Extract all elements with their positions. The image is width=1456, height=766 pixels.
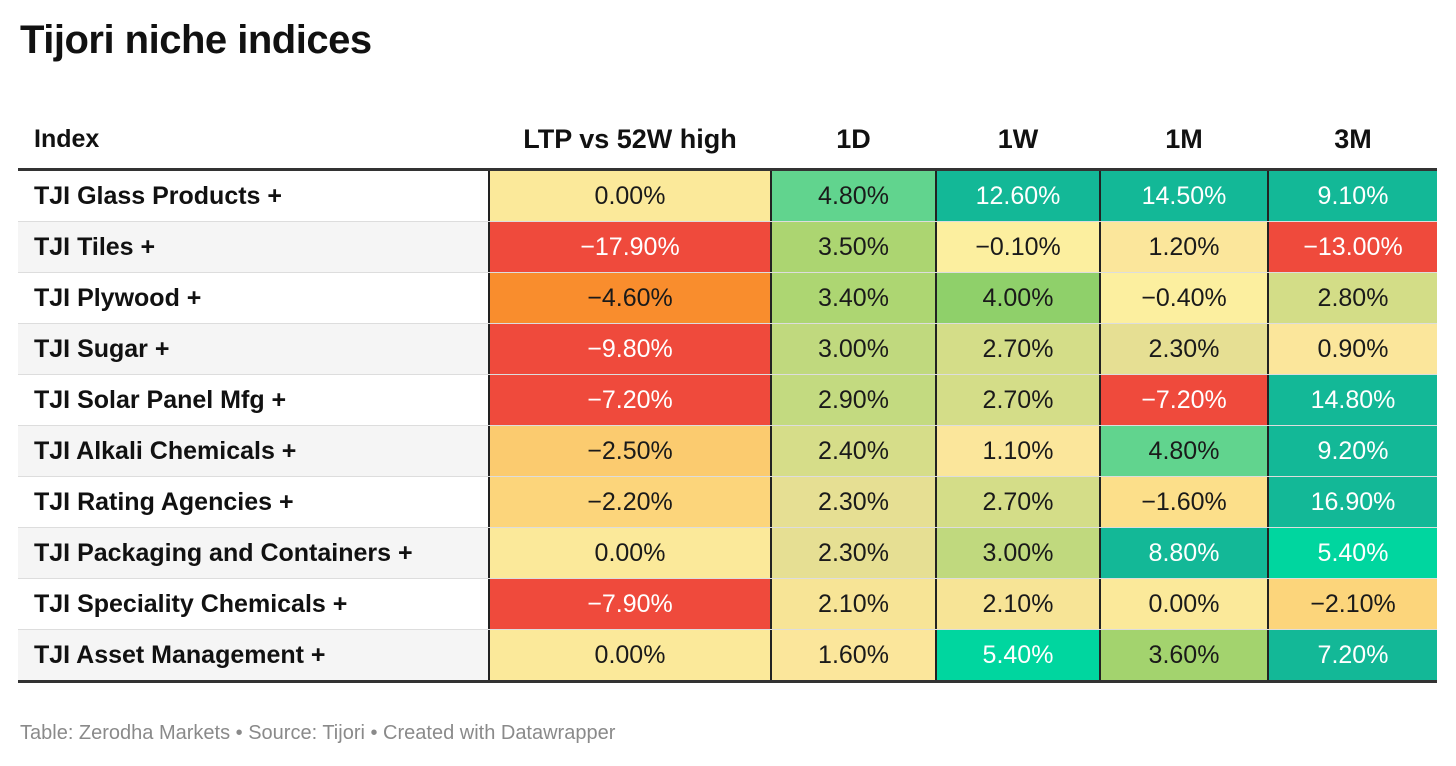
value-cell-1m: 0.00% — [1101, 579, 1267, 629]
value-cell-1d: 3.00% — [772, 324, 935, 374]
value-cell-ltp-vs-52w-high: −7.20% — [488, 375, 772, 425]
value-cell-ltp-vs-52w-high: 0.00% — [488, 171, 772, 221]
value-cell-1d: 1.60% — [772, 630, 935, 680]
indices-table: Index LTP vs 52W high 1D 1W 1M 3M TJI Gl… — [18, 110, 1437, 683]
value-cell-1d: 2.30% — [772, 528, 935, 578]
value-cell-1d: 4.80% — [772, 171, 935, 221]
source-footer: Table: Zerodha Markets • Source: Tijori … — [20, 722, 616, 744]
value-cell-1w: 2.70% — [935, 375, 1101, 425]
value-cell-1m: −7.20% — [1101, 375, 1267, 425]
value-cell-ltp-vs-52w-high: −2.50% — [488, 426, 772, 476]
value-cell-3m: 9.20% — [1267, 426, 1437, 476]
index-name-cell: TJI Sugar + — [18, 324, 488, 374]
table-row: TJI Solar Panel Mfg + −7.20% 2.90% 2.70% −7.… — [18, 375, 1437, 426]
table-body: TJI Glass Products +0.00% 4.80% 12.60% 14.5… — [18, 171, 1437, 683]
value-cell-ltp-vs-52w-high: −4.60% — [488, 273, 772, 323]
value-cell-3m: −13.00% — [1267, 222, 1437, 272]
value-cell-1w: 1.10% — [935, 426, 1101, 476]
value-cell-1d: 2.90% — [772, 375, 935, 425]
index-name-cell: TJI Tiles + — [18, 222, 488, 272]
value-cell-1m: 4.80% — [1101, 426, 1267, 476]
value-cell-1w: 3.00% — [935, 528, 1101, 578]
value-cell-3m: 16.90% — [1267, 477, 1437, 527]
value-cell-ltp-vs-52w-high: −9.80% — [488, 324, 772, 374]
index-name-cell: TJI Asset Management + — [18, 630, 488, 680]
table-row: TJI Glass Products + 0.00% 4.80% 12.60% 14.5… — [18, 171, 1437, 222]
table-row: TJI Sugar + −9.80% 3.00% 2.70% 2.30% 0.90% — [18, 324, 1437, 375]
value-cell-3m: 14.80% — [1267, 375, 1437, 425]
value-cell-1w: 4.00% — [935, 273, 1101, 323]
index-name-cell: TJI Plywood + — [34, 283, 202, 312]
table-row: TJI Packaging and Containers +0.00% 2.30%… — [18, 528, 1437, 579]
value-cell-1w: −0.10% — [935, 222, 1101, 272]
value-cell-ltp-vs-52w-high: 0.00% — [488, 528, 772, 578]
value-cell-1m: 8.80% — [1101, 528, 1267, 578]
table-header: Index LTP vs 52W high 1D 1W 1M 3M — [18, 110, 1437, 171]
value-cell-1d: 2.10% — [772, 579, 935, 629]
value-cell-1w: 5.40% — [935, 630, 1101, 680]
value-cell-3m: 7.20% — [1267, 630, 1437, 680]
value-cell-3m: 2.80% — [1267, 273, 1437, 323]
table-row: TJI Rating Agencies + −2.20% 2.30% 2.70% −1.… — [18, 477, 1437, 528]
value-cell-3m: 9.10% — [1267, 171, 1437, 221]
index-name-cell: TJI Solar Panel Mfg + — [34, 385, 287, 414]
table-row: TJI Plywood + −4.60% 3.40% 4.00% −0.40% 2.80% — [18, 273, 1437, 324]
header-3m: 3M — [1334, 123, 1372, 154]
value-cell-ltp-vs-52w-high: −17.90% — [488, 222, 772, 272]
value-cell-1w: 2.70% — [935, 324, 1101, 374]
value-cell-1m: −0.40% — [1101, 273, 1267, 323]
value-cell-1w: 2.10% — [935, 579, 1101, 629]
value-cell-ltp-vs-52w-high: −7.90% — [488, 579, 772, 629]
index-name-cell: TJI Glass Products + — [34, 181, 283, 210]
table-row: TJI Speciality Chemicals + −7.90% 2.10% 2.1… — [18, 579, 1437, 630]
index-name-cell: TJI Speciality Chemicals + — [34, 589, 348, 618]
value-cell-1d: 2.40% — [772, 426, 935, 476]
index-name-cell: TJI Alkali Chemicals + — [18, 426, 488, 476]
header-index: Index — [34, 124, 100, 153]
value-cell-1m: 14.50% — [1101, 171, 1267, 221]
value-cell-1d: 2.30% — [772, 477, 935, 527]
value-cell-1m: 1.20% — [1101, 222, 1267, 272]
value-cell-3m: 0.90% — [1267, 324, 1437, 374]
value-cell-ltp-vs-52w-high: 0.00% — [488, 630, 772, 680]
value-cell-1w: 12.60% — [935, 171, 1101, 221]
index-name-cell: TJI Rating Agencies + — [34, 487, 294, 516]
value-cell-1m: −1.60% — [1101, 477, 1267, 527]
table-row: TJI Asset Management +0.00% 1.60% 5.40% 3.6… — [18, 630, 1437, 683]
value-cell-1w: 2.70% — [935, 477, 1101, 527]
value-cell-1d: 3.40% — [772, 273, 935, 323]
table-row: TJI Alkali Chemicals + −2.50% 2.40% 1.10% 4.… — [18, 426, 1437, 477]
header-1m: 1M — [1165, 123, 1203, 154]
header-ltp-vs-52w-high: LTP vs 52W high — [523, 123, 737, 154]
value-cell-1d: 3.50% — [772, 222, 935, 272]
value-cell-1m: 2.30% — [1101, 324, 1267, 374]
value-cell-3m: −2.10% — [1267, 579, 1437, 629]
chart-title: Tijori niche indices — [20, 18, 372, 62]
value-cell-ltp-vs-52w-high: −2.20% — [488, 477, 772, 527]
header-1d: 1D — [836, 123, 871, 154]
value-cell-3m: 5.40% — [1267, 528, 1437, 578]
value-cell-1m: 3.60% — [1101, 630, 1267, 680]
table-row: TJI Tiles + −17.90% 3.50% −0.10% 1.20% −13.00… — [18, 222, 1437, 273]
index-name-cell: TJI Packaging and Containers + — [18, 528, 488, 578]
header-1w: 1W — [997, 123, 1039, 154]
